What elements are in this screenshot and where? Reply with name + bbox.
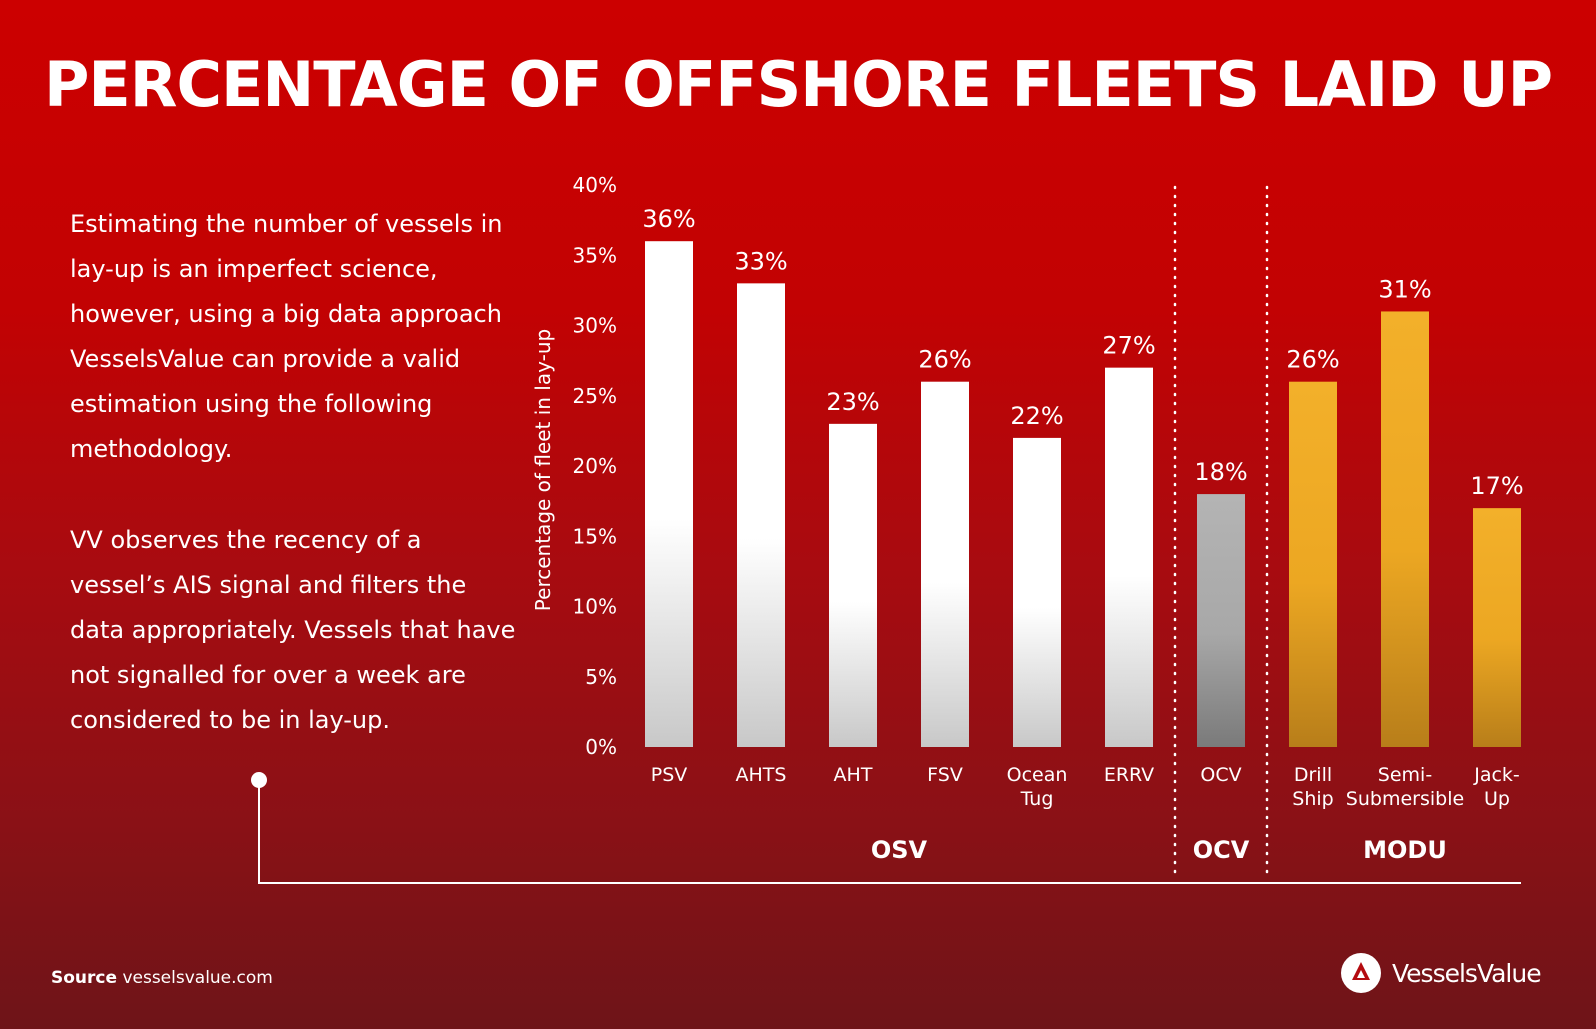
data-label: 17% [1470,472,1523,500]
x-tick-label: PSV [651,764,688,786]
y-tick-label: 30% [573,314,617,338]
data-label: 22% [1010,402,1063,430]
group-label: MODU [1363,836,1447,864]
brand-logo: VesselsValue [1340,952,1542,994]
source-note: Source vesselsvalue.com [51,968,273,988]
y-tick-label: 5% [585,665,617,689]
group-label: OSV [871,836,928,864]
brand-name: VesselsValue [1392,958,1542,988]
x-tick-label: Semi-Submersible [1346,764,1464,810]
data-label: 36% [642,205,695,233]
bar [1197,494,1245,747]
x-tick-label: Jack-Up [1473,764,1520,810]
y-tick-label: 40% [573,173,617,197]
data-label: 26% [918,346,971,374]
data-label: 18% [1194,458,1247,486]
methodology-paragraph-2: VV observes the recency of a vessel’s AI… [70,526,516,734]
y-axis-label: Percentage of fleet in lay-up [531,329,555,611]
bar [1013,437,1061,747]
bar [645,241,693,747]
x-tick-label: AHTS [736,764,787,786]
bar [1473,508,1521,747]
data-label: 26% [1286,346,1339,374]
data-label: 23% [826,388,879,416]
methodology-paragraph-1: Estimating the number of vessels in lay-… [70,210,503,463]
chart-title: PERCENTAGE OF OFFSHORE FLEETS LAID UP [43,48,1553,121]
x-tick-label: OCV [1200,764,1241,786]
bar [921,381,969,747]
bracket-line [258,780,1521,884]
group-label: OCV [1193,836,1250,864]
data-label: 33% [734,247,787,275]
y-tick-label: 15% [573,524,617,548]
bar [1289,381,1337,747]
source-label: Source [51,968,118,988]
bar [1381,311,1429,747]
x-tick-label: ERRV [1104,764,1154,786]
x-tick-label: Ocean Tug [1007,764,1068,810]
bar [829,423,877,747]
data-label: 31% [1378,275,1431,303]
source-text: vesselsvalue.com [122,968,273,988]
bar [1105,367,1153,747]
vesselsvalue-logo-icon [1341,953,1381,993]
x-tick-label: FSV [927,764,963,786]
y-tick-label: 10% [573,595,617,619]
data-label: 27% [1102,332,1155,360]
x-tick-label: Drill Ship [1292,764,1333,810]
bar [737,283,785,747]
y-tick-label: 35% [573,243,617,267]
x-tick-label: AHT [834,764,873,786]
y-tick-label: 20% [573,454,617,478]
y-tick-label: 0% [585,735,617,759]
y-tick-label: 25% [573,384,617,408]
